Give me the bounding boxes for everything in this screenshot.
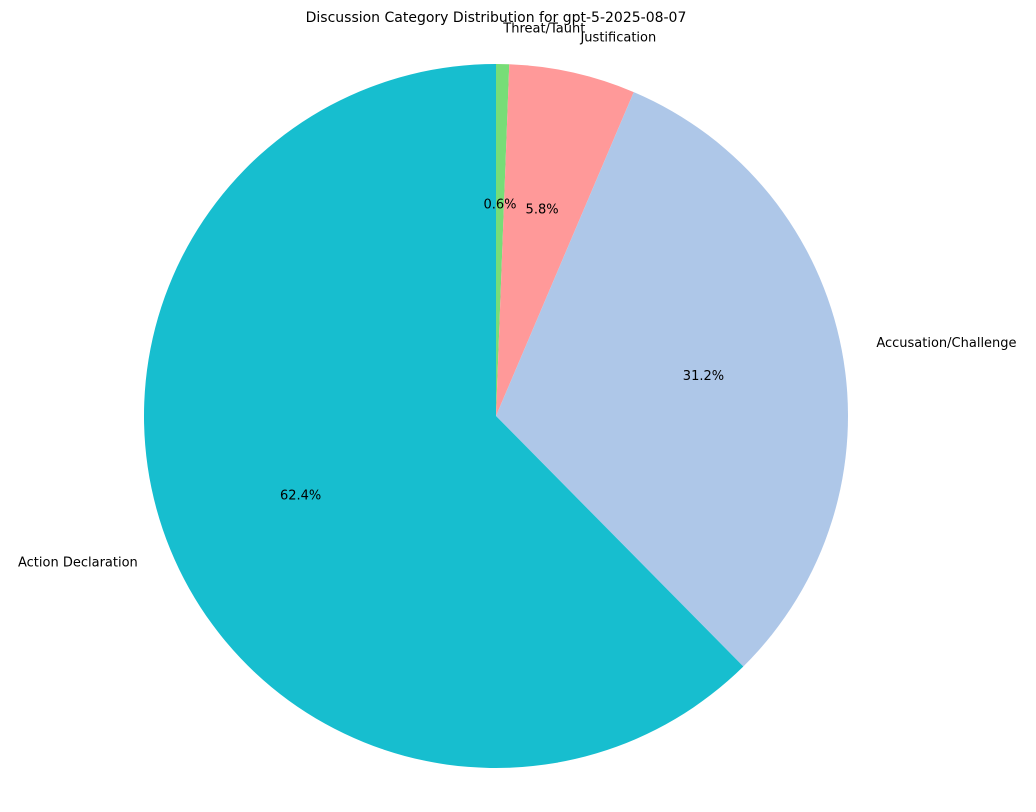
slice-label-justification: Justification xyxy=(579,31,656,46)
pct-label-action-declaration: 62.4% xyxy=(280,489,321,504)
slice-label-action-declaration: Action Declaration xyxy=(18,556,138,571)
slice-label-threat-taunt: Threat/Taunt xyxy=(502,21,585,36)
slice-label-accusation-challenge: Accusation/Challenge xyxy=(876,336,1016,351)
pie-slice-accusation-challenge xyxy=(496,92,848,667)
pie-slice-threat-taunt xyxy=(496,64,510,416)
pie-slice-justification xyxy=(496,64,634,416)
pct-label-justification: 5.8% xyxy=(526,202,559,217)
pie-slices xyxy=(143,64,848,768)
chart-title: Discussion Category Distribution for gpt… xyxy=(306,10,687,26)
pct-label-threat-taunt: 0.6% xyxy=(483,197,516,212)
pie-slice-action-declaration xyxy=(143,64,744,768)
pct-label-accusation-challenge: 31.2% xyxy=(683,369,724,384)
pie-labels: Threat/Taunt 0.6% Justification 5.8% Accusat… xyxy=(18,21,1017,570)
